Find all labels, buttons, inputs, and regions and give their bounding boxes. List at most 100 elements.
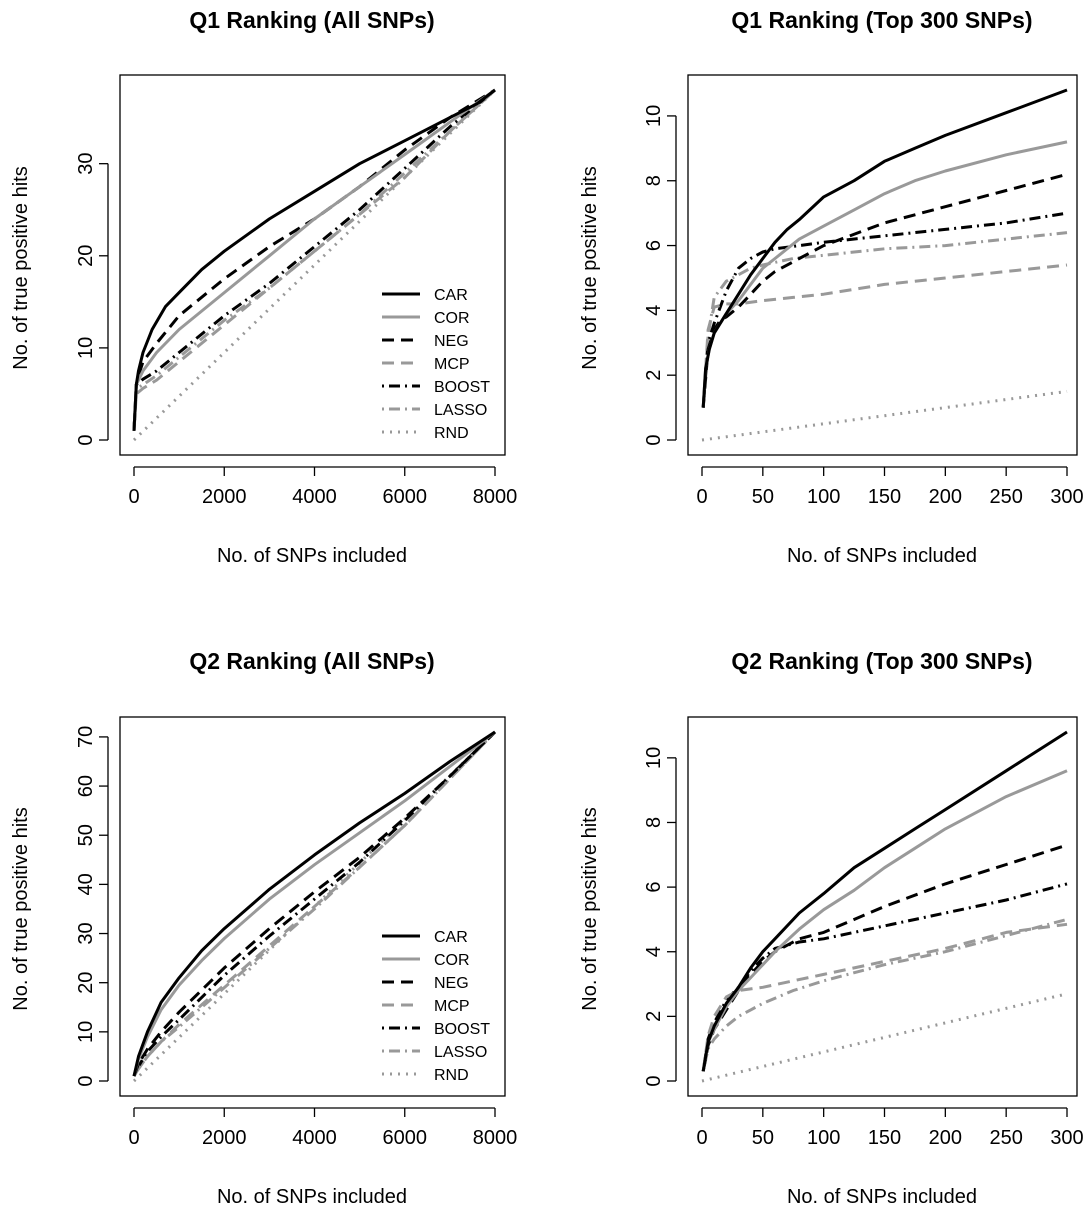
- x-tick-label: 100: [807, 486, 840, 508]
- series-line-car: [132, 730, 496, 1077]
- panel-title: Q2 Ranking (Top 300 SNPs): [731, 648, 1032, 674]
- series-line-mcp: [132, 88, 497, 431]
- y-tick-label: 6: [643, 882, 665, 893]
- x-tick-label: 2000: [202, 1127, 247, 1149]
- series-line-boost: [701, 211, 1068, 408]
- legend-label-rnd: RND: [434, 1067, 469, 1084]
- series-line-lasso: [701, 231, 1068, 408]
- y-tick-label: 20: [75, 972, 97, 994]
- y-tick-label: 10: [643, 747, 665, 769]
- x-tick-label: 6000: [383, 1127, 428, 1149]
- x-tick-label: 4000: [292, 1127, 337, 1149]
- legend-label-cor: COR: [434, 310, 470, 327]
- y-tick-label: 50: [75, 824, 97, 846]
- y-tick-label: 0: [643, 434, 665, 445]
- series-group: [132, 730, 497, 1083]
- legend: CAR COR NEG MCP BOOST LASSO RND: [382, 929, 490, 1084]
- series-line-lasso: [132, 88, 497, 431]
- legend-label-rnd: RND: [434, 425, 469, 442]
- series-group: [132, 88, 497, 442]
- x-axis: 0 2000 4000 6000 8000: [128, 466, 518, 508]
- plot-area: 0 2000 4000 6000 8000 0 10 20 30 CAR COR NEG MCP BOOS…: [75, 74, 518, 508]
- x-tick-label: 6000: [383, 486, 428, 508]
- legend-label-neg: NEG: [434, 975, 469, 992]
- plot-frame: [687, 74, 1078, 456]
- y-tick-label: 2: [643, 370, 665, 381]
- y-tick-label: 6: [643, 240, 665, 251]
- y-axis-label: No. of true positive hits: [10, 166, 32, 369]
- x-tick-label: 2000: [202, 486, 247, 508]
- series-line-car: [701, 88, 1068, 408]
- y-tick-label: 4: [643, 305, 665, 316]
- x-tick-label: 50: [752, 1127, 774, 1149]
- series-line-neg: [132, 88, 496, 431]
- legend-label-mcp: MCP: [434, 998, 470, 1015]
- y-tick-label: 8: [643, 817, 665, 828]
- plot-area: 0 2000 4000 6000 8000 0 10 20 30 40 50 60 70 CAR COR NE…: [75, 716, 518, 1149]
- legend-label-lasso: LASSO: [434, 402, 487, 419]
- y-tick-label: 40: [75, 873, 97, 895]
- legend-label-car: CAR: [434, 929, 468, 946]
- x-tick-label: 0: [696, 486, 707, 508]
- plot-frame: [687, 716, 1078, 1097]
- y-axis-label: No. of true positive hits: [10, 807, 32, 1010]
- x-tick-label: 8000: [473, 1127, 518, 1149]
- y-tick-label: 0: [643, 1075, 665, 1086]
- series-line-neg: [701, 172, 1068, 408]
- legend: CAR COR NEG MCP BOOST LASSO RND: [382, 287, 490, 442]
- x-tick-label: 0: [128, 486, 139, 508]
- y-tick-label: 20: [75, 245, 97, 267]
- plot-area: 0 50 100 150 200 250 300 0 2 4 6 8 10: [643, 74, 1084, 508]
- y-axis-label: No. of true positive hits: [579, 807, 601, 1010]
- legend-label-mcp: MCP: [434, 356, 470, 373]
- series-line-mcp: [132, 730, 497, 1077]
- x-tick-label: 150: [868, 1127, 901, 1149]
- y-axis: 0 2 4 6 8 10: [643, 747, 677, 1087]
- legend-label-lasso: LASSO: [434, 1044, 487, 1061]
- series-line-mcp: [701, 263, 1068, 408]
- y-tick-label: 30: [75, 153, 97, 175]
- y-tick-label: 70: [75, 726, 97, 748]
- series-line-rnd: [701, 389, 1068, 442]
- x-axis-label: No. of SNPs included: [787, 545, 977, 567]
- legend-label-cor: COR: [434, 952, 470, 969]
- x-tick-label: 50: [752, 486, 774, 508]
- x-tick-label: 8000: [473, 486, 518, 508]
- series-line-cor: [132, 730, 496, 1077]
- x-tick-label: 200: [929, 1127, 962, 1149]
- plot-frame: [119, 74, 506, 456]
- y-tick-label: 0: [75, 434, 97, 445]
- x-tick-label: 0: [696, 1127, 707, 1149]
- panel-q2-top300: Q2 Ranking (Top 300 SNPs) No. of SNPs in…: [579, 648, 1084, 1208]
- y-tick-label: 4: [643, 946, 665, 957]
- x-axis: 0 50 100 150 200 250 300: [696, 466, 1084, 508]
- y-tick-label: 10: [75, 337, 97, 359]
- panel-q1-all: Q1 Ranking (All SNPs) No. of SNPs includ…: [10, 7, 517, 567]
- plot-area: 0 50 100 150 200 250 300 0 2 4 6 8 10: [643, 716, 1084, 1149]
- y-tick-label: 10: [75, 1021, 97, 1043]
- legend-label-boost: BOOST: [434, 1021, 490, 1038]
- x-tick-label: 100: [807, 1127, 840, 1149]
- x-tick-label: 200: [929, 486, 962, 508]
- x-tick-label: 4000: [292, 486, 337, 508]
- series-line-rnd: [701, 992, 1068, 1083]
- series-line-neg: [132, 730, 497, 1077]
- x-tick-label: 300: [1050, 1127, 1083, 1149]
- panel-title: Q1 Ranking (All SNPs): [189, 7, 434, 33]
- x-axis-label: No. of SNPs included: [787, 1186, 977, 1208]
- x-tick-label: 0: [128, 1127, 139, 1149]
- legend-label-neg: NEG: [434, 333, 469, 350]
- series-group: [701, 730, 1068, 1083]
- panel-q2-all: Q2 Ranking (All SNPs) No. of SNPs includ…: [10, 648, 517, 1208]
- y-axis: 0 10 20 30: [75, 153, 109, 446]
- y-axis: 0 2 4 6 8 10: [643, 105, 677, 446]
- y-tick-label: 10: [643, 105, 665, 127]
- legend-label-car: CAR: [434, 287, 468, 304]
- panel-title: Q1 Ranking (Top 300 SNPs): [731, 7, 1032, 33]
- series-line-cor: [701, 769, 1068, 1072]
- y-tick-label: 60: [75, 775, 97, 797]
- panel-q1-top300: Q1 Ranking (Top 300 SNPs) No. of SNPs in…: [579, 7, 1084, 567]
- x-axis-label: No. of SNPs included: [217, 545, 407, 567]
- series-line-mcp: [701, 922, 1068, 1072]
